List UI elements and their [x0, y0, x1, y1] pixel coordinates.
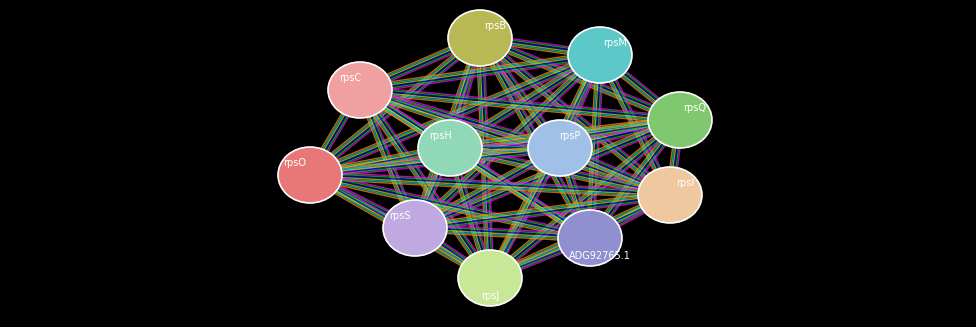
Text: rpsP: rpsP: [559, 131, 581, 141]
Text: rpsM: rpsM: [603, 38, 627, 48]
Text: rpsQ: rpsQ: [683, 103, 707, 113]
Ellipse shape: [638, 167, 702, 223]
Text: rpsS: rpsS: [389, 211, 411, 221]
Text: rpsC: rpsC: [339, 73, 361, 83]
Text: ADG92765.1: ADG92765.1: [569, 251, 630, 261]
Ellipse shape: [278, 147, 342, 203]
Ellipse shape: [448, 10, 512, 66]
Text: rpsB: rpsB: [484, 21, 507, 31]
Ellipse shape: [568, 27, 632, 83]
Ellipse shape: [528, 120, 592, 176]
Ellipse shape: [418, 120, 482, 176]
Ellipse shape: [328, 62, 392, 118]
Ellipse shape: [558, 210, 622, 266]
Ellipse shape: [458, 250, 522, 306]
Ellipse shape: [383, 200, 447, 256]
Text: rpsH: rpsH: [428, 131, 451, 141]
Text: rpsJ: rpsJ: [481, 291, 499, 301]
Text: rpsI: rpsI: [675, 178, 694, 188]
Text: rpsO: rpsO: [283, 158, 306, 168]
Ellipse shape: [648, 92, 712, 148]
